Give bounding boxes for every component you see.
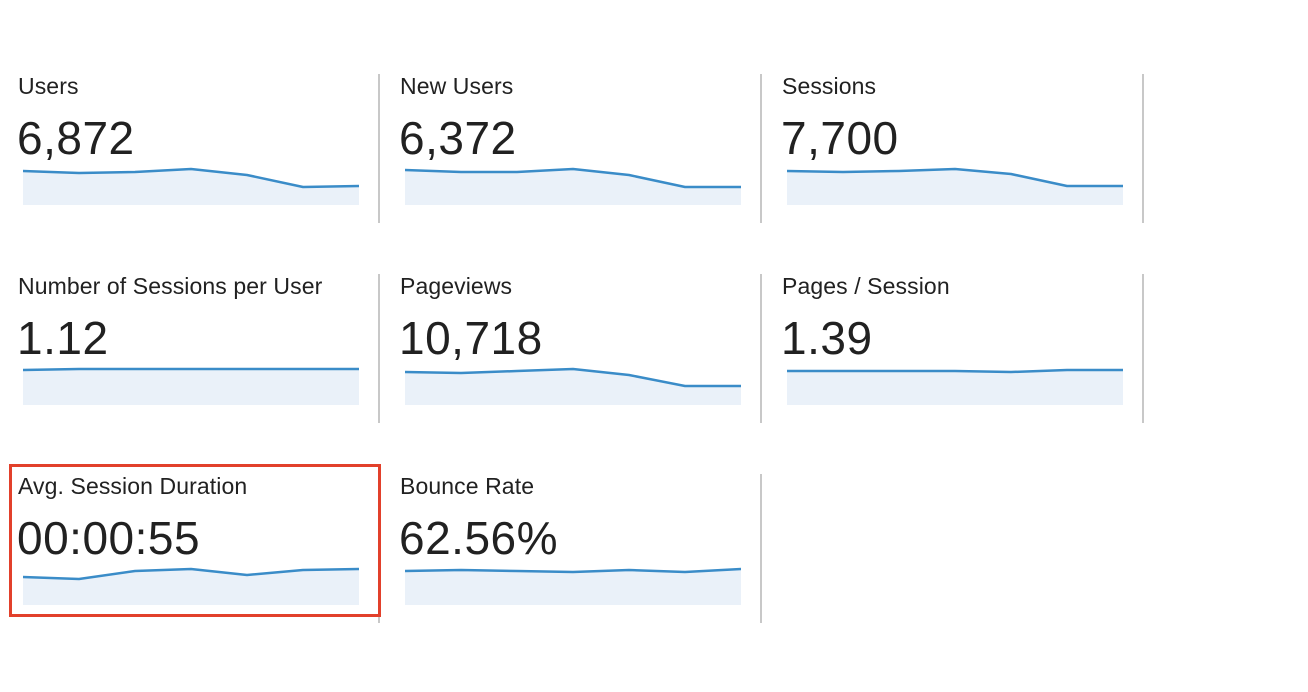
metric-card-bounce-rate[interactable]: Bounce Rate 62.56% <box>382 400 762 623</box>
metric-label: Bounce Rate <box>400 473 535 499</box>
column-divider <box>760 74 762 223</box>
column-divider <box>378 74 380 223</box>
column-divider <box>1142 274 1144 423</box>
sparkline-chart <box>23 167 359 205</box>
metric-label: Users <box>18 73 79 99</box>
metric-card-new-users[interactable]: New Users 6,372 <box>382 0 762 223</box>
metric-value: 7,700 <box>781 112 899 164</box>
column-divider <box>1142 74 1144 223</box>
metric-card-pages-per-session[interactable]: Pages / Session 1.39 <box>764 200 1144 423</box>
column-divider <box>760 474 762 623</box>
metric-label: Sessions <box>782 73 877 99</box>
metric-card-users[interactable]: Users 6,872 <box>0 0 380 223</box>
sparkline-chart <box>787 368 1123 405</box>
sparkline-chart <box>405 567 741 605</box>
metric-label: Number of Sessions per User <box>18 273 323 299</box>
metric-value: 6,872 <box>17 112 135 164</box>
metric-value: 00:00:55 <box>17 512 201 564</box>
metric-value: 62.56% <box>399 512 559 564</box>
metric-card-sessions-per-user[interactable]: Number of Sessions per User 1.12 <box>0 200 380 423</box>
metric-card-avg-session-duration[interactable]: Avg. Session Duration 00:00:55 <box>0 400 380 623</box>
metric-label: Avg. Session Duration <box>18 473 248 499</box>
column-divider <box>378 274 380 423</box>
metric-value: 6,372 <box>399 112 517 164</box>
column-divider <box>760 274 762 423</box>
sparkline-chart <box>787 167 1123 205</box>
metric-label: New Users <box>400 73 514 99</box>
metric-card-sessions[interactable]: Sessions 7,700 <box>764 0 1144 223</box>
metric-card-pageviews[interactable]: Pageviews 10,718 <box>382 200 762 423</box>
metric-value: 10,718 <box>399 312 543 364</box>
metric-value: 1.12 <box>17 312 109 364</box>
metric-value: 1.39 <box>781 312 873 364</box>
sparkline-chart <box>405 167 741 205</box>
metric-label: Pageviews <box>400 273 513 299</box>
column-divider <box>378 474 380 623</box>
metric-label: Pages / Session <box>782 273 950 299</box>
sparkline-chart <box>405 367 741 405</box>
sparkline-chart <box>23 367 359 405</box>
sparkline-chart <box>23 567 359 605</box>
